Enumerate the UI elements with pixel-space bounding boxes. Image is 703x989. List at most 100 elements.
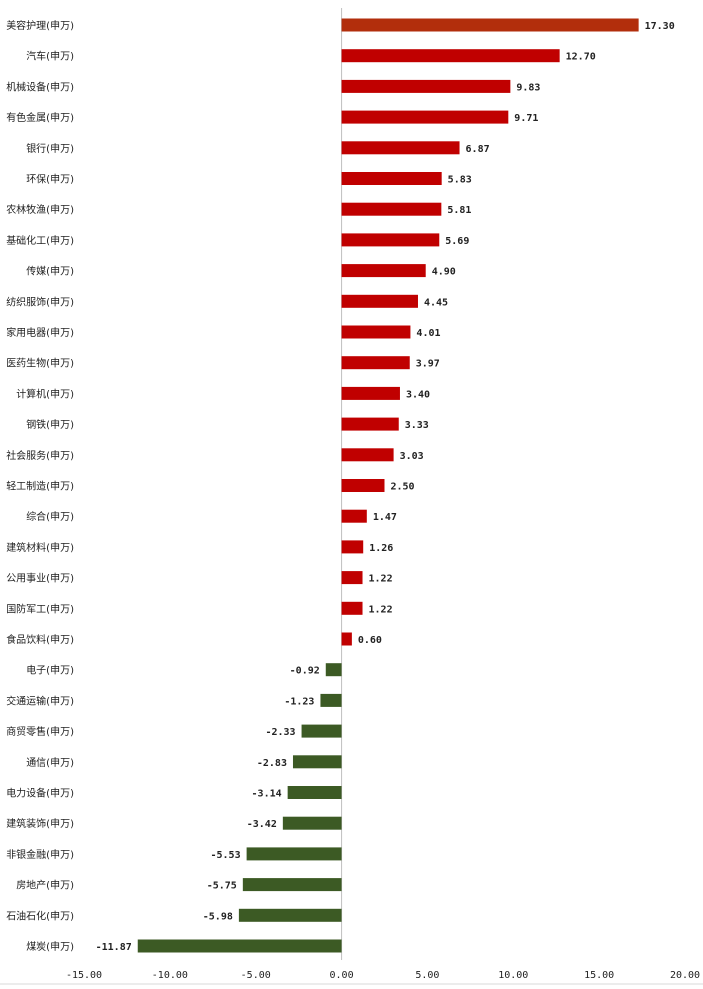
- data-label: -3.14: [252, 789, 282, 800]
- bar-13: [341, 386, 400, 400]
- data-label: -5.53: [211, 850, 241, 861]
- category-label: 非银金融(申万): [6, 848, 74, 861]
- data-label: 9.83: [516, 82, 540, 93]
- data-label: 1.22: [369, 574, 393, 585]
- category-label: 公用事业(申万): [6, 572, 74, 585]
- bar-14: [341, 417, 399, 431]
- bar-5: [341, 141, 460, 155]
- bar-15: [341, 448, 394, 462]
- category-label: 石油石化(申万): [6, 909, 74, 922]
- category-label: 家用电器(申万): [6, 326, 74, 339]
- data-label: 2.50: [391, 482, 415, 493]
- data-label: 3.40: [406, 389, 430, 400]
- bar-31: [137, 939, 342, 953]
- x-tick-label: 15.00: [584, 970, 614, 981]
- data-label: 5.81: [447, 205, 471, 216]
- bar-22: [325, 663, 342, 677]
- data-label: 5.83: [448, 175, 472, 186]
- data-label: 6.87: [466, 144, 490, 155]
- x-tick-label: 5.00: [415, 970, 439, 981]
- bar-16: [341, 479, 385, 492]
- category-label: 轻工制造(申万): [6, 480, 74, 493]
- category-label: 纺织服饰(申万): [6, 295, 74, 308]
- x-tick-label: 0.00: [330, 970, 354, 981]
- data-label: 12.70: [566, 52, 596, 63]
- data-label: 1.26: [369, 543, 393, 554]
- category-label: 食品饮料(申万): [6, 633, 74, 646]
- x-tick-label: -15.00: [66, 970, 102, 981]
- data-label: 3.33: [405, 420, 429, 431]
- x-tick-label: 20.00: [670, 970, 700, 981]
- data-label: -5.75: [207, 881, 237, 892]
- category-label: 煤炭(申万): [26, 940, 74, 953]
- x-tick-label: -10.00: [152, 970, 188, 981]
- category-label: 建筑材料(申万): [6, 541, 74, 554]
- bar-30: [238, 908, 342, 922]
- data-label: 0.60: [358, 635, 382, 646]
- bar-25: [292, 755, 342, 769]
- category-label: 房地产(申万): [16, 879, 74, 892]
- bar-20: [341, 601, 363, 615]
- category-label: 电子(申万): [26, 664, 74, 677]
- category-label: 综合(申万): [26, 510, 74, 523]
- data-label: 4.01: [416, 328, 440, 339]
- data-label: 4.90: [432, 267, 456, 278]
- data-label: 1.47: [373, 512, 397, 523]
- bar-10: [341, 294, 418, 308]
- bar-4: [341, 110, 509, 124]
- bar-24: [301, 724, 342, 738]
- category-label: 美容护理(申万): [6, 19, 74, 32]
- category-label: 商贸零售(申万): [6, 725, 74, 738]
- bar-11: [341, 325, 411, 339]
- bar-18: [341, 540, 364, 554]
- data-label: -1.23: [284, 696, 314, 707]
- category-label: 环保(申万): [26, 173, 74, 186]
- x-tick-label: 10.00: [498, 970, 528, 981]
- category-label: 交通运输(申万): [6, 694, 74, 707]
- bar-28: [246, 847, 342, 861]
- bar-7: [341, 202, 442, 216]
- bar-17: [341, 509, 367, 523]
- category-label: 计算机(申万): [16, 387, 74, 400]
- data-label: -11.87: [96, 942, 132, 953]
- category-label: 基础化工(申万): [6, 234, 74, 247]
- category-label: 社会服务(申万): [6, 449, 74, 462]
- bar-9: [341, 264, 426, 278]
- data-label: 3.03: [400, 451, 424, 462]
- data-label: -3.42: [247, 819, 277, 830]
- data-label: -0.92: [290, 666, 320, 677]
- bar-3: [341, 79, 511, 93]
- bar-29: [242, 878, 342, 892]
- category-label: 钢铁(申万): [26, 418, 74, 431]
- data-label: 3.97: [416, 359, 440, 370]
- category-label: 建筑装饰(申万): [6, 817, 74, 830]
- bar-12: [341, 356, 410, 370]
- bar-8: [341, 233, 440, 247]
- category-label: 银行(申万): [26, 142, 74, 155]
- x-tick-label: -5.00: [241, 970, 271, 981]
- category-label: 医药生物(申万): [6, 357, 74, 370]
- data-label: 17.30: [645, 21, 675, 32]
- data-label: -2.83: [257, 758, 287, 769]
- category-label: 国防军工(申万): [6, 602, 74, 615]
- data-label: 9.71: [514, 113, 538, 124]
- bar-6: [341, 172, 442, 185]
- category-label: 有色金属(申万): [6, 111, 74, 124]
- data-label: -2.33: [265, 727, 295, 738]
- bar-26: [287, 786, 342, 799]
- category-label: 汽车(申万): [26, 50, 74, 63]
- bar-19: [341, 571, 363, 585]
- category-label: 电力设备(申万): [6, 787, 74, 800]
- data-label: 1.22: [369, 604, 393, 615]
- category-label: 农林牧渔(申万): [6, 203, 74, 216]
- data-label: 4.45: [424, 297, 448, 308]
- data-label: 5.69: [445, 236, 469, 247]
- bar-21: [341, 632, 352, 646]
- bar-1: [341, 18, 639, 32]
- data-label: -5.98: [203, 911, 233, 922]
- category-label: 传媒(申万): [26, 265, 74, 278]
- category-label: 机械设备(申万): [6, 80, 74, 93]
- category-label: 通信(申万): [26, 756, 74, 769]
